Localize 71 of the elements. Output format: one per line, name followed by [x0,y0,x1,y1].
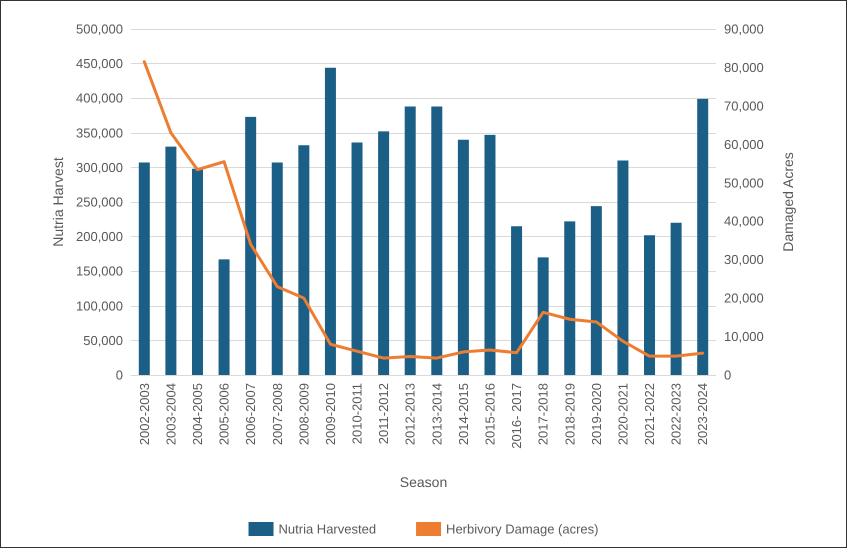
bar [697,98,708,375]
y-tick-label: 0 [116,368,123,382]
bar [324,68,336,375]
y2-tick-label: 10,000 [724,329,764,344]
y2-tick-label: 20,000 [724,290,764,306]
bar [431,106,442,375]
x-tick-label: 2018-2019 [562,383,578,446]
bar [404,106,416,375]
y-tick-label: 300,000 [76,160,123,175]
y2-axis-title: Damaged Acres [780,152,796,252]
y2-tick-label: 30,000 [724,252,764,268]
bar [218,259,230,375]
bar [564,221,576,375]
x-tick-label: 2010-2011 [350,383,365,444]
x-tick-label: 2016- 2017 [509,383,524,449]
bar [670,222,682,375]
x-tick-label: 2017-2018 [536,383,551,446]
x-tick-label: 2019-2020 [588,383,604,446]
y-tick-label: 50,000 [83,332,123,348]
y-tick-label: 500,000 [76,22,123,36]
y2-tick-label: 0 [724,368,732,382]
bar [511,226,522,375]
y2-tick-label: 80,000 [724,60,764,75]
x-tick-label: 2006-2007 [243,383,258,446]
y2-tick-label: 90,000 [724,22,764,36]
y2-tick-label: 50,000 [724,175,764,190]
x-tick-label: 2021-2022 [642,383,658,446]
legend-label: Herbivory Damage (acres) [446,522,598,536]
x-tick-label: 2015-2016 [482,383,498,446]
x-tick-label: 2009-2010 [322,383,338,446]
bar [378,131,390,375]
bar [165,146,176,375]
bar [538,257,549,375]
legend-label: Nutria Harvested [278,522,376,536]
y-tick-label: 200,000 [76,229,123,244]
x-tick-label: 2023-2024 [695,383,710,446]
x-tick-label: 2011-2012 [376,383,392,444]
y-tick-label: 150,000 [76,264,123,279]
x-tick-label: 2004-2005 [190,383,205,446]
y-tick-label: 400,000 [76,90,123,106]
x-tick-label: 2020-2021 [615,383,630,446]
bar [458,140,469,375]
y-tick-label: 250,000 [76,194,123,210]
y-tick-label: 100,000 [76,298,123,314]
x-tick-label: 2014-2015 [456,383,471,446]
x-axis-title: Season [400,474,448,490]
bar [644,235,656,375]
bar [617,160,628,375]
x-tick-label: 2008-2009 [296,383,312,446]
line-series [142,60,704,360]
y2-tick-label: 60,000 [724,136,764,152]
x-tick-label: 2013-2014 [429,383,444,446]
y-tick-label: 450,000 [76,56,123,72]
x-tick-label: 2022-2023 [668,383,684,446]
y2-tick-label: 70,000 [724,98,764,114]
bar [590,206,602,375]
bar [298,145,310,375]
x-tick-label: 2007-2008 [270,383,285,446]
y2-tick-label: 40,000 [724,214,764,229]
y-axis-title: Nutria Harvest [50,157,66,247]
bar [245,116,256,375]
x-tick-label: 2003-2004 [163,383,178,446]
x-tick-label: 2005-2006 [216,383,232,446]
bar [138,162,150,375]
bar [352,142,363,375]
x-tick-label: 2012-2013 [402,383,418,446]
x-tick-label: 2002-2003 [136,383,152,446]
bar [192,168,203,375]
bar [484,134,496,375]
bar [272,162,283,375]
y-tick-label: 350,000 [76,125,123,140]
